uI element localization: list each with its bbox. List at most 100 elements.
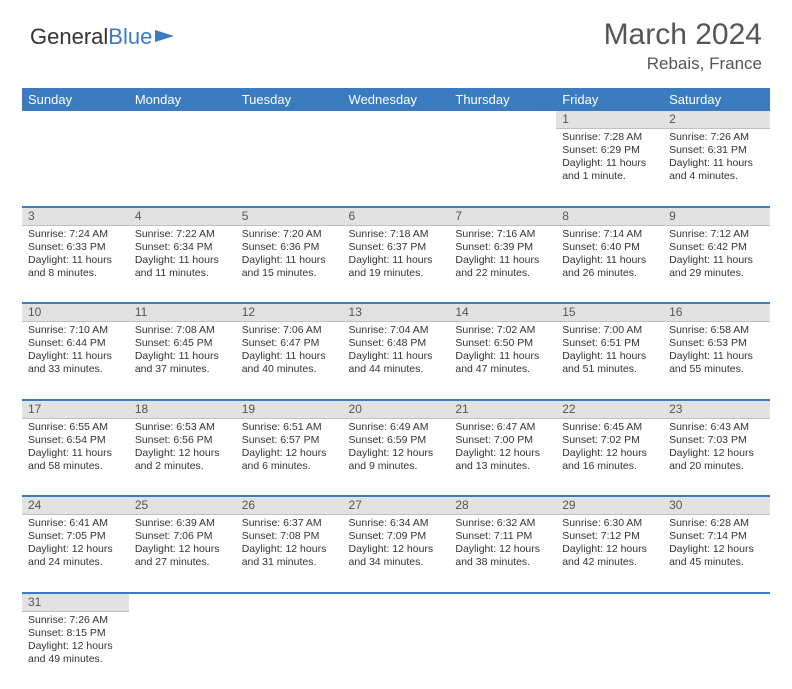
day-number-cell: 31 [22, 593, 129, 612]
day-info-cell [343, 611, 450, 689]
daylight-text: Daylight: 11 hours and 8 minutes. [28, 254, 123, 280]
day-info-cell [556, 611, 663, 689]
day-number-cell: 27 [343, 496, 450, 515]
day-number: 5 [242, 209, 249, 223]
day-number: 31 [28, 595, 41, 609]
daylight-text: Daylight: 11 hours and 51 minutes. [562, 350, 657, 376]
day-info-cell: Sunrise: 7:28 AMSunset: 6:29 PMDaylight:… [556, 129, 663, 207]
day-info-cell: Sunrise: 6:49 AMSunset: 6:59 PMDaylight:… [343, 418, 450, 496]
day-info-cell [449, 129, 556, 207]
sunset-text: Sunset: 7:00 PM [455, 434, 550, 447]
day-number: 25 [135, 498, 148, 512]
day-info-cell: Sunrise: 6:55 AMSunset: 6:54 PMDaylight:… [22, 418, 129, 496]
day-info-cell: Sunrise: 6:45 AMSunset: 7:02 PMDaylight:… [556, 418, 663, 496]
day-number: 2 [669, 112, 676, 126]
daylight-text: Daylight: 12 hours and 9 minutes. [349, 447, 444, 473]
sunrise-text: Sunrise: 6:39 AM [135, 517, 230, 530]
day-info-cell: Sunrise: 7:06 AMSunset: 6:47 PMDaylight:… [236, 322, 343, 400]
logo-text-2: Blue [108, 24, 152, 50]
day-number-cell [129, 111, 236, 129]
sunrise-text: Sunrise: 7:06 AM [242, 324, 337, 337]
day-number: 26 [242, 498, 255, 512]
day-number-cell: 12 [236, 303, 343, 322]
day-number: 7 [455, 209, 462, 223]
day-info-cell [236, 611, 343, 689]
sunrise-text: Sunrise: 6:34 AM [349, 517, 444, 530]
day-info-cell [663, 611, 770, 689]
sunset-text: Sunset: 7:11 PM [455, 530, 550, 543]
day-number: 21 [455, 402, 468, 416]
sunset-text: Sunset: 6:42 PM [669, 241, 764, 254]
logo: GeneralBlue [30, 24, 176, 50]
sunrise-text: Sunrise: 7:04 AM [349, 324, 444, 337]
day-info-cell [449, 611, 556, 689]
sunset-text: Sunset: 6:40 PM [562, 241, 657, 254]
day-info-cell: Sunrise: 6:47 AMSunset: 7:00 PMDaylight:… [449, 418, 556, 496]
weekday-header: Tuesday [236, 88, 343, 111]
weekday-header-row: Sunday Monday Tuesday Wednesday Thursday… [22, 88, 770, 111]
day-number: 4 [135, 209, 142, 223]
weekday-header: Wednesday [343, 88, 450, 111]
day-number-cell: 25 [129, 496, 236, 515]
sunset-text: Sunset: 6:56 PM [135, 434, 230, 447]
day-number: 18 [135, 402, 148, 416]
day-number: 20 [349, 402, 362, 416]
day-info-cell: Sunrise: 7:12 AMSunset: 6:42 PMDaylight:… [663, 225, 770, 303]
sunset-text: Sunset: 6:31 PM [669, 144, 764, 157]
day-number-row: 10111213141516 [22, 303, 770, 322]
day-number-cell: 18 [129, 400, 236, 419]
daylight-text: Daylight: 11 hours and 58 minutes. [28, 447, 123, 473]
weekday-header: Thursday [449, 88, 556, 111]
sunrise-text: Sunrise: 6:49 AM [349, 421, 444, 434]
sunset-text: Sunset: 6:39 PM [455, 241, 550, 254]
sunset-text: Sunset: 6:45 PM [135, 337, 230, 350]
daylight-text: Daylight: 12 hours and 42 minutes. [562, 543, 657, 569]
daylight-text: Daylight: 11 hours and 40 minutes. [242, 350, 337, 376]
sunrise-text: Sunrise: 7:22 AM [135, 228, 230, 241]
daylight-text: Daylight: 12 hours and 27 minutes. [135, 543, 230, 569]
sunset-text: Sunset: 6:57 PM [242, 434, 337, 447]
daylight-text: Daylight: 11 hours and 55 minutes. [669, 350, 764, 376]
daylight-text: Daylight: 11 hours and 15 minutes. [242, 254, 337, 280]
sunset-text: Sunset: 7:05 PM [28, 530, 123, 543]
day-info-cell [129, 611, 236, 689]
day-number-cell: 11 [129, 303, 236, 322]
daylight-text: Daylight: 11 hours and 4 minutes. [669, 157, 764, 183]
sunset-text: Sunset: 7:09 PM [349, 530, 444, 543]
sunset-text: Sunset: 6:34 PM [135, 241, 230, 254]
day-number: 14 [455, 305, 468, 319]
daylight-text: Daylight: 11 hours and 11 minutes. [135, 254, 230, 280]
day-info-row: Sunrise: 7:24 AMSunset: 6:33 PMDaylight:… [22, 225, 770, 303]
day-number-cell [663, 593, 770, 612]
day-number: 6 [349, 209, 356, 223]
sunset-text: Sunset: 8:15 PM [28, 627, 123, 640]
daylight-text: Daylight: 11 hours and 22 minutes. [455, 254, 550, 280]
sunrise-text: Sunrise: 7:08 AM [135, 324, 230, 337]
daylight-text: Daylight: 12 hours and 49 minutes. [28, 640, 123, 666]
day-info-cell: Sunrise: 6:51 AMSunset: 6:57 PMDaylight:… [236, 418, 343, 496]
sunrise-text: Sunrise: 7:02 AM [455, 324, 550, 337]
daylight-text: Daylight: 12 hours and 34 minutes. [349, 543, 444, 569]
sunset-text: Sunset: 6:36 PM [242, 241, 337, 254]
daylight-text: Daylight: 11 hours and 26 minutes. [562, 254, 657, 280]
flag-icon [154, 24, 176, 50]
day-info-cell: Sunrise: 7:26 AMSunset: 8:15 PMDaylight:… [22, 611, 129, 689]
day-number: 22 [562, 402, 575, 416]
sunset-text: Sunset: 7:12 PM [562, 530, 657, 543]
day-number: 30 [669, 498, 682, 512]
page-title: March 2024 [604, 18, 762, 52]
day-number-row: 12 [22, 111, 770, 129]
sunrise-text: Sunrise: 7:26 AM [28, 614, 123, 627]
calendar-table: Sunday Monday Tuesday Wednesday Thursday… [22, 88, 770, 689]
daylight-text: Daylight: 12 hours and 20 minutes. [669, 447, 764, 473]
sunset-text: Sunset: 6:37 PM [349, 241, 444, 254]
sunrise-text: Sunrise: 6:58 AM [669, 324, 764, 337]
daylight-text: Daylight: 11 hours and 47 minutes. [455, 350, 550, 376]
day-number: 29 [562, 498, 575, 512]
day-number-row: 17181920212223 [22, 400, 770, 419]
sunset-text: Sunset: 7:08 PM [242, 530, 337, 543]
day-number: 11 [135, 305, 147, 319]
day-number-cell: 20 [343, 400, 450, 419]
day-info-cell: Sunrise: 7:26 AMSunset: 6:31 PMDaylight:… [663, 129, 770, 207]
day-number-cell [449, 111, 556, 129]
